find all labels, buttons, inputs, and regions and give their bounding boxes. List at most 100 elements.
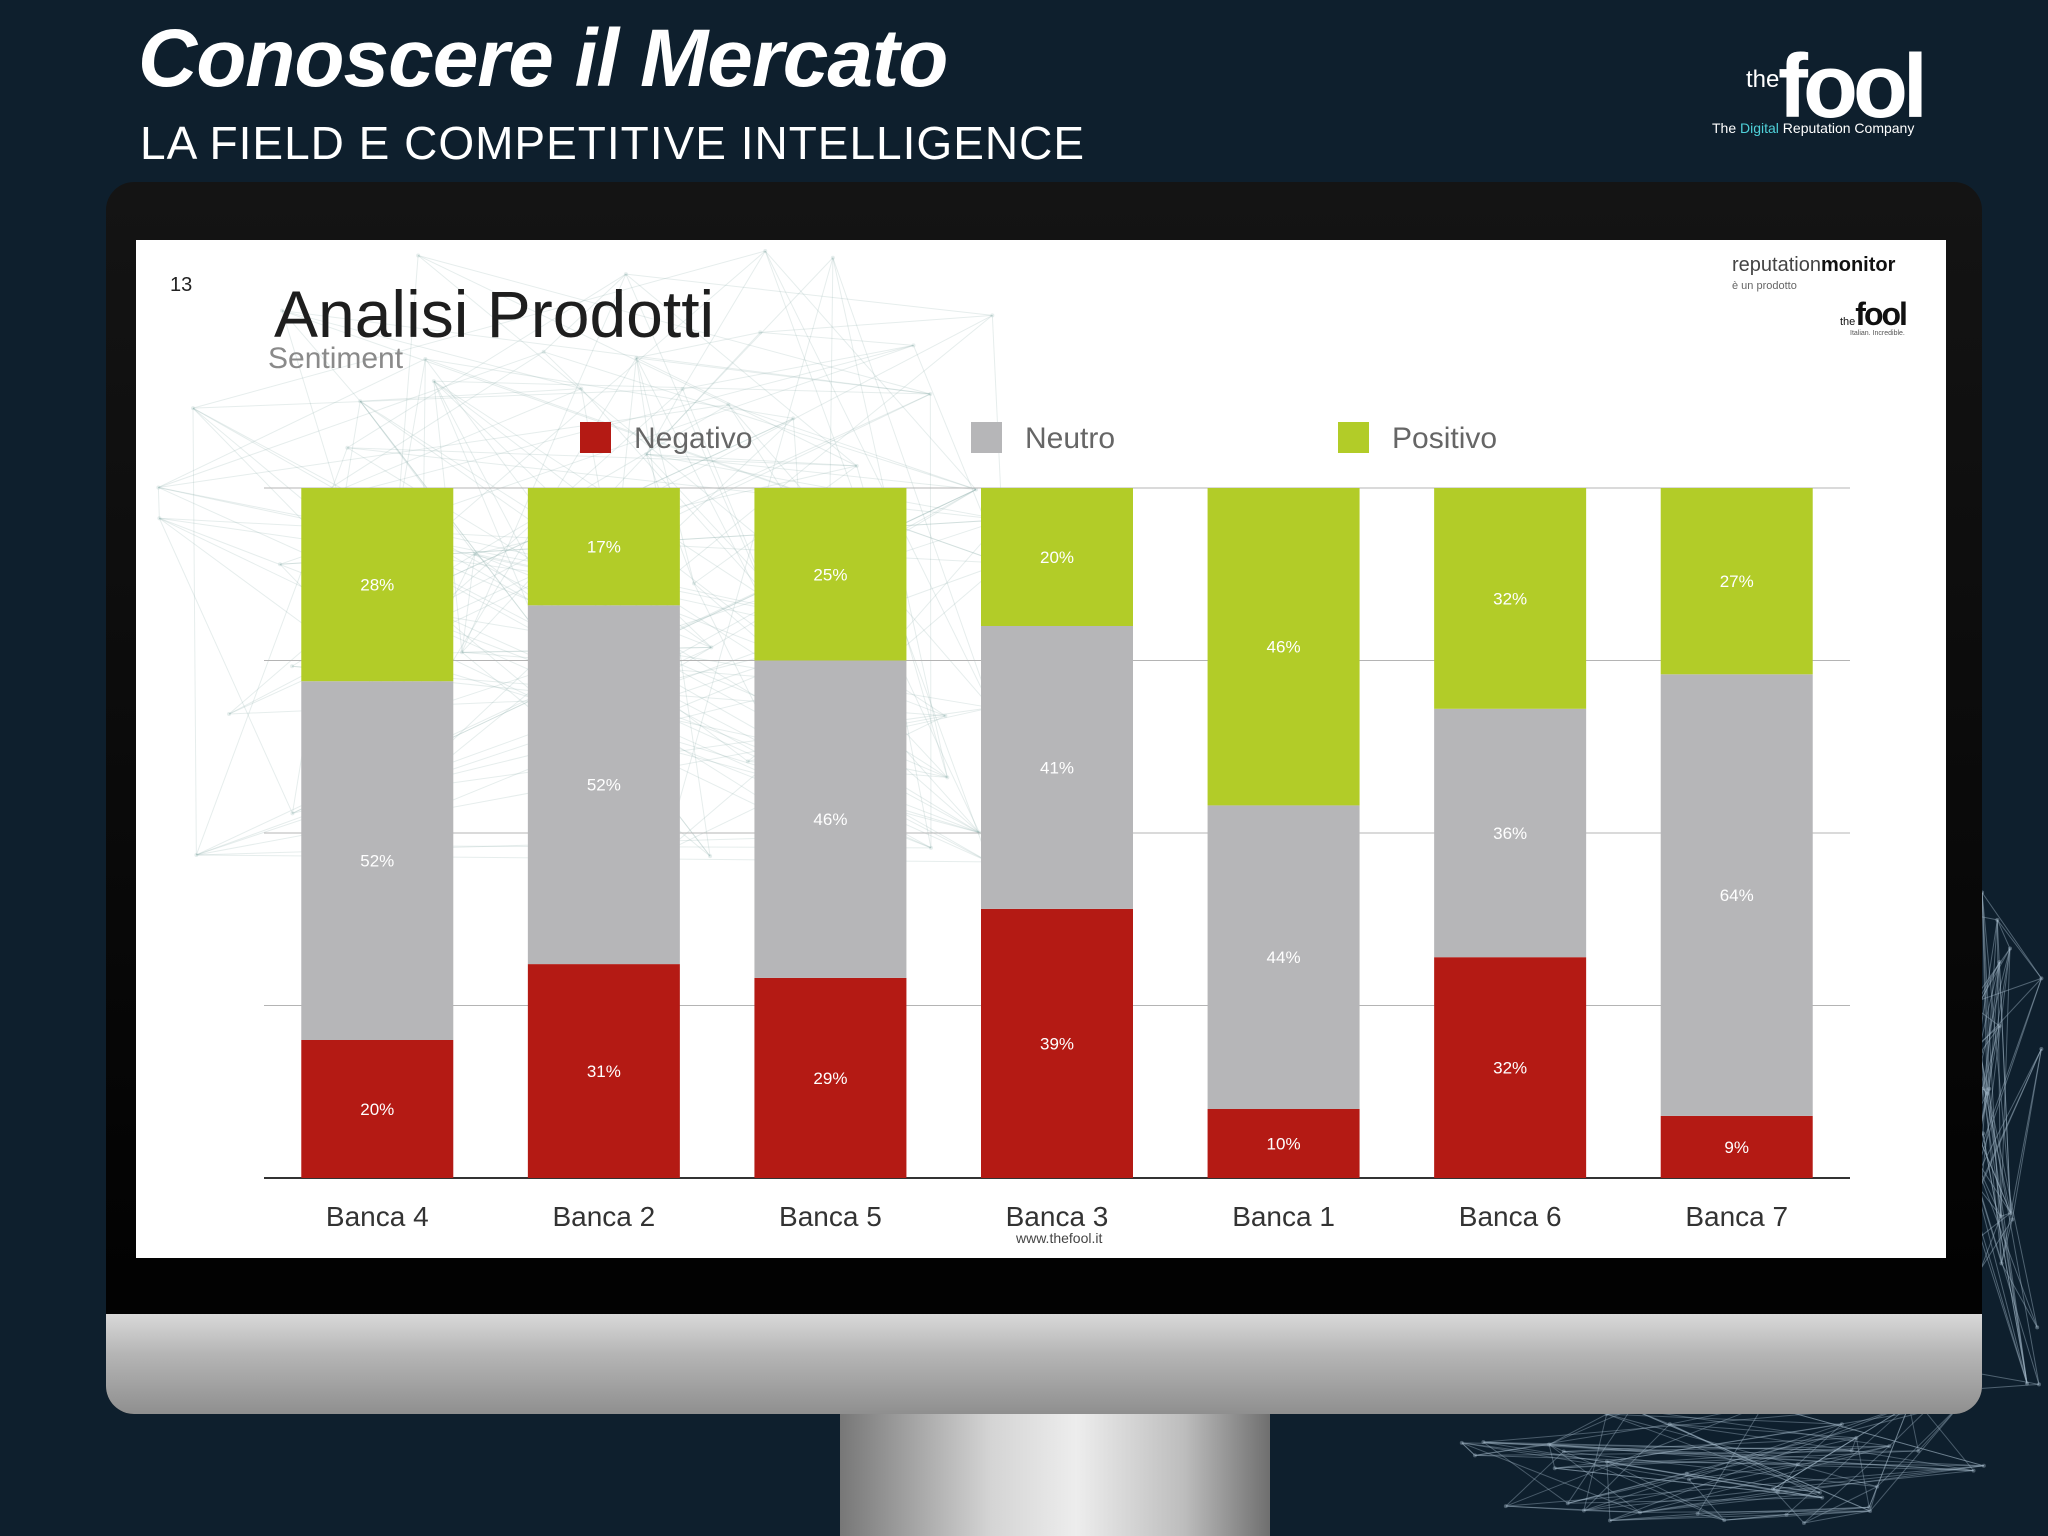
data-label: 25% — [813, 565, 847, 584]
rm-logo-name: fool — [1855, 296, 1908, 332]
network-node — [2039, 1046, 2044, 1051]
legend-label: Negativo — [634, 422, 752, 455]
bar-segment — [754, 488, 907, 661]
network-node — [1775, 1489, 1780, 1494]
network-line — [1888, 1411, 1926, 1447]
network-node — [1971, 1468, 1976, 1473]
network-line — [1988, 1088, 2002, 1217]
bar-segment — [1434, 708, 1587, 958]
network-line — [645, 388, 684, 455]
network-line — [1606, 1461, 1725, 1521]
network-line — [1996, 919, 2002, 1217]
data-label: 44% — [1267, 948, 1301, 967]
network-line — [635, 357, 695, 584]
network-line — [1982, 1133, 2028, 1384]
data-label: 39% — [1040, 1034, 1074, 1053]
network-node — [1481, 1440, 1486, 1445]
network-node — [423, 356, 428, 361]
network-line — [1505, 1505, 1584, 1511]
network-line — [1669, 1423, 1852, 1451]
brand-name: fool — [1778, 37, 1928, 137]
network-line — [1630, 1408, 1871, 1512]
network-line — [418, 254, 931, 395]
network-line — [1777, 1470, 1974, 1492]
network-line — [1697, 1506, 1870, 1515]
slide-title: Analisi Prodotti — [274, 277, 715, 351]
network-line — [1996, 919, 2011, 949]
network-node — [194, 852, 199, 857]
network-line — [192, 388, 683, 409]
brand-logo: the fool The Digital Reputation Company — [1700, 30, 1928, 145]
network-line — [1982, 1133, 2028, 1384]
network-line — [1772, 1488, 1805, 1524]
bar-segment — [1207, 488, 1360, 806]
network-line — [304, 388, 582, 506]
data-label: 64% — [1720, 886, 1754, 905]
data-label: 32% — [1493, 589, 1527, 608]
bar-segment — [754, 660, 907, 978]
network-line — [646, 453, 1003, 521]
network-node — [2008, 1210, 2013, 1215]
network-line — [360, 388, 582, 402]
network-line — [1461, 1442, 1641, 1513]
data-label: 20% — [1040, 548, 1074, 567]
network-line — [1972, 978, 2042, 1172]
network-line — [1772, 1404, 1910, 1490]
network-line — [1724, 1514, 1787, 1521]
slide-subtitle: Sentiment — [268, 342, 404, 375]
network-node — [1604, 1459, 1609, 1464]
bar-segment — [301, 681, 454, 1040]
bar-segment — [1660, 1115, 1813, 1178]
rm-logo-the: the — [1840, 316, 1856, 328]
network-line — [1869, 1486, 1878, 1512]
data-label: 29% — [813, 1069, 847, 1088]
footer-url: www.thefool.it — [1016, 1230, 1103, 1246]
data-label: 17% — [587, 538, 621, 557]
network-node — [623, 272, 628, 277]
network-node — [680, 386, 685, 391]
data-label: 36% — [1493, 824, 1527, 843]
network-node — [1565, 1501, 1570, 1506]
x-tick-label: Banca 7 — [1685, 1201, 1788, 1232]
bar-segment — [1660, 674, 1813, 1116]
network-node — [1868, 1509, 1873, 1514]
network-line — [1483, 1441, 1569, 1504]
network-line — [1803, 1445, 1890, 1524]
network-node — [745, 759, 750, 764]
network-line — [1567, 1473, 1687, 1504]
data-label: 32% — [1493, 1059, 1527, 1078]
bar-segment — [301, 1040, 454, 1178]
network-line — [764, 250, 977, 490]
network-line — [1777, 1464, 1799, 1492]
network-line — [1724, 1506, 1870, 1521]
network-node — [974, 487, 979, 492]
network-line — [1563, 1450, 1878, 1488]
network-line — [1988, 962, 2000, 1089]
network-line — [1554, 1450, 1919, 1469]
network-line — [1786, 1510, 1871, 1516]
network-line — [1669, 1423, 1821, 1494]
network-node — [280, 308, 285, 313]
network-line — [1474, 1444, 1550, 1456]
network-line — [1797, 1423, 1843, 1465]
data-label: 20% — [360, 1100, 394, 1119]
network-node — [190, 406, 195, 411]
network-line — [1483, 1441, 1984, 1467]
network-node — [2036, 1382, 2041, 1387]
network-node — [644, 452, 649, 457]
data-label: 28% — [360, 576, 394, 595]
rm-logo-part1: reputation — [1732, 254, 1821, 276]
network-line — [303, 351, 544, 506]
rm-logo-text: reputationmonitor — [1732, 254, 1895, 277]
network-line — [1669, 1423, 1857, 1439]
network-line — [1876, 1404, 1961, 1487]
network-line — [1461, 1442, 1852, 1451]
x-tick-label: Banca 1 — [1232, 1201, 1335, 1232]
network-node — [290, 811, 295, 816]
network-line — [1474, 1450, 1919, 1456]
network-line — [1563, 1450, 1725, 1521]
network-line — [1688, 1404, 1910, 1480]
network-line — [1851, 1450, 1974, 1472]
data-label: 10% — [1267, 1135, 1301, 1154]
network-line — [1606, 1423, 1842, 1463]
